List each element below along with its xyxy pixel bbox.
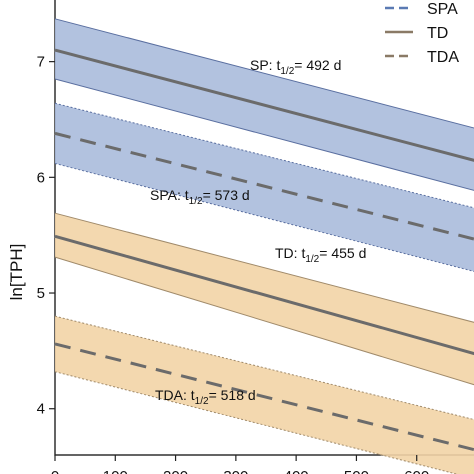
x-tick-label: 400	[284, 468, 309, 474]
x-tick-label: 0	[51, 468, 59, 474]
fit-line	[54, 48, 474, 162]
x-tick-label: 200	[163, 468, 188, 474]
x-tick-label: 600	[404, 468, 429, 474]
band-upper-edge	[54, 18, 474, 129]
fit-line	[54, 342, 474, 452]
confidence-band	[55, 213, 474, 385]
x-tick-label: 300	[223, 468, 248, 474]
band-lower-edge	[54, 78, 474, 191]
half-life-label: TDA: t1/2= 518 d	[155, 387, 256, 407]
band-lower-edge	[54, 162, 474, 272]
half-life-label: SP: t1/2= 492 d	[250, 57, 341, 77]
fit-line	[54, 131, 474, 241]
x-tick-label: 100	[103, 468, 128, 474]
band-upper-edge	[54, 212, 474, 323]
x-tick-label: 500	[344, 468, 369, 474]
y-tick-label: 6	[37, 169, 45, 186]
y-axis: 4 5 6 7	[37, 54, 55, 418]
half-life-label: SPA: t1/2= 573 d	[150, 187, 250, 207]
legend-label: TD	[427, 25, 448, 42]
y-tick-label: 5	[37, 285, 45, 302]
half-life-annotations: SP: t1/2= 492 d SPA: t1/2= 573 d TD: t1/2=…	[150, 57, 366, 407]
y-tick-label: 7	[37, 54, 45, 71]
x-axis: 0 100 200 300 400 500 600	[51, 455, 429, 474]
legend: SPA TD TDA	[385, 1, 459, 66]
band-lower-edge	[54, 371, 459, 474]
band-upper-edge	[54, 315, 474, 421]
fit-lines	[54, 48, 474, 452]
y-axis-title: ln[TPH]	[7, 244, 26, 301]
legend-label: SPA	[427, 1, 458, 18]
y-tick-label: 4	[37, 401, 45, 418]
band-upper-edge	[54, 102, 474, 209]
band-lower-edge	[54, 256, 474, 386]
half-life-label: TD: t1/2= 455 d	[275, 245, 366, 265]
legend-label: TDA	[427, 49, 459, 66]
fit-line	[54, 234, 474, 356]
confidence-bands	[54, 18, 474, 474]
plot-area: SP: t1/2= 492 d SPA: t1/2= 573 d TD: t1/2=…	[54, 0, 474, 474]
confidence-band	[55, 316, 474, 474]
